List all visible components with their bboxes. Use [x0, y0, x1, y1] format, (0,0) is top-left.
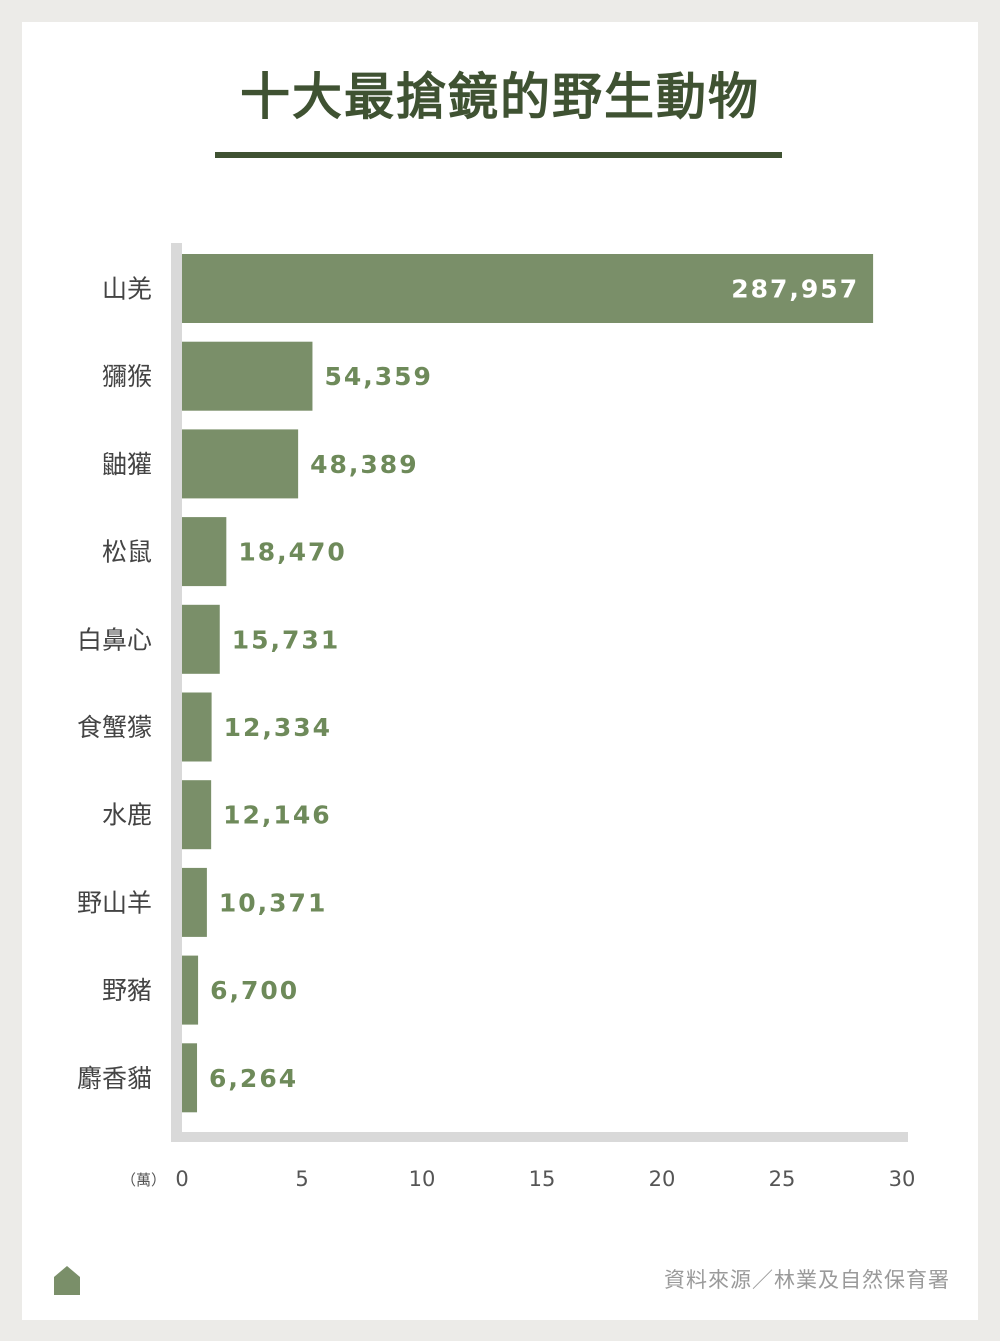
category-label: 食蟹獴 [77, 713, 152, 742]
category-label: 麝香貓 [77, 1064, 152, 1093]
category-label: 鼬獾 [102, 450, 152, 479]
x-tick-label: 5 [295, 1167, 308, 1191]
category-label: 水鹿 [102, 801, 152, 830]
bar-7 [182, 780, 212, 850]
value-label: 18,470 [238, 538, 346, 567]
bar-9 [182, 955, 199, 1025]
x-tick-label: 30 [889, 1167, 916, 1191]
category-label: 野山羊 [77, 888, 152, 917]
value-label: 6,264 [209, 1064, 298, 1093]
bar-4 [182, 517, 227, 587]
y-axis-line [171, 243, 182, 1142]
house-icon [54, 1266, 80, 1295]
value-label: 6,700 [210, 976, 299, 1005]
value-label: 12,146 [223, 801, 331, 830]
bar-10 [182, 1043, 198, 1113]
category-label: 松鼠 [102, 538, 152, 567]
bar-2 [182, 341, 313, 411]
x-unit-label: （萬） [121, 1171, 166, 1189]
category-label: 山羌 [102, 275, 152, 304]
value-label: 10,371 [219, 888, 327, 917]
bar-1 [182, 254, 874, 323]
category-label: 白鼻心 [77, 625, 152, 654]
value-label: 15,731 [232, 625, 340, 654]
bar-5 [182, 604, 220, 674]
bar-6 [182, 692, 212, 762]
value-label: 48,389 [310, 450, 418, 479]
category-label: 野豬 [102, 976, 152, 1005]
title-underline [215, 152, 782, 158]
bar-3 [182, 429, 299, 499]
x-tick-label: 15 [529, 1167, 556, 1191]
source-text: 資料來源／林業及自然保育署 [664, 1268, 950, 1292]
category-label: 獼猴 [102, 362, 152, 391]
x-tick-label: 10 [409, 1167, 436, 1191]
x-tick-label: 20 [649, 1167, 676, 1191]
x-tick-label: 0 [175, 1167, 188, 1191]
x-axis-line [171, 1132, 908, 1142]
chart-title: 十大最搶鏡的野生動物 [240, 68, 760, 126]
x-tick-label: 25 [769, 1167, 796, 1191]
value-label: 54,359 [324, 362, 432, 391]
value-label: 12,334 [224, 713, 332, 742]
bar-8 [182, 867, 207, 937]
value-label: 287,957 [731, 275, 859, 304]
